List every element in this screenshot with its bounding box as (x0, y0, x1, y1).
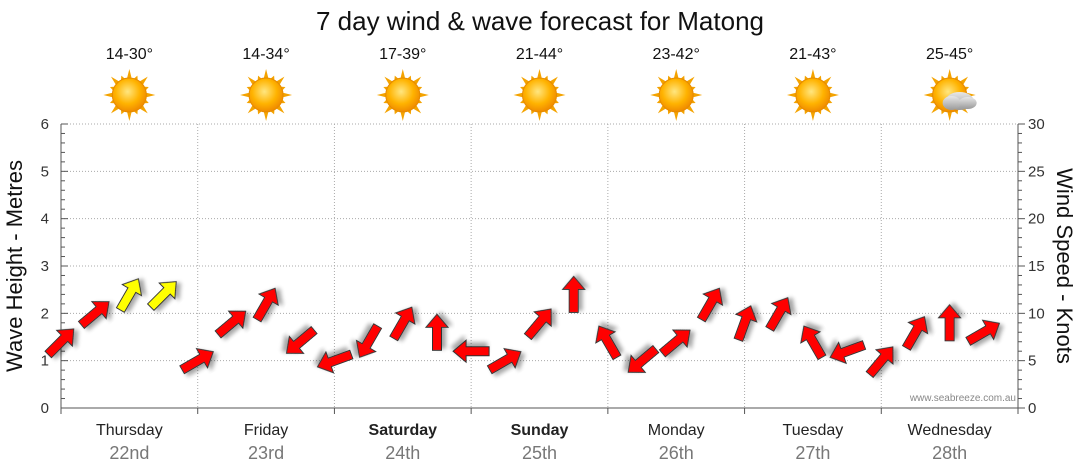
day-axis: Thursday 22nd Friday 23rd Saturday 24th Sunday… (60, 407, 1019, 463)
day-label: Tuesday (783, 422, 844, 439)
wind-arrow (424, 313, 450, 351)
sun-cloud-icon (923, 69, 977, 121)
temperature-label: 17-39° (379, 46, 426, 63)
right-axis-title: Wind Speed - Knots (1052, 168, 1077, 364)
right-axis-tick-label: 10 (1028, 305, 1045, 322)
wind-arrow (800, 325, 827, 361)
date-label: 24th (385, 443, 420, 463)
wind-arrow (452, 339, 490, 364)
date-label: 26th (659, 443, 694, 463)
wind-arrow (696, 287, 724, 323)
temperature-label: 21-44° (516, 46, 563, 63)
wind-arrow (965, 319, 1001, 346)
wind-arrow (115, 278, 143, 313)
wind-arrow (146, 281, 177, 312)
wind-arrow (765, 297, 792, 332)
wind-arrow (44, 328, 75, 359)
wind-arrow (214, 310, 247, 339)
wind-arrow (285, 325, 318, 354)
sun-icon (650, 69, 703, 121)
right-axis-tick-label: 30 (1028, 116, 1045, 133)
left-axis-tick-label: 6 (41, 116, 49, 133)
wind-arrow (252, 287, 279, 323)
day-label: Monday (648, 422, 705, 439)
weather-icons (103, 69, 977, 121)
right-axis-tick-label: 0 (1028, 400, 1036, 417)
wind-arrow (179, 347, 214, 375)
sun-icon (376, 69, 429, 121)
left-axis-tick-label: 2 (41, 305, 49, 322)
wind-arrow (355, 323, 383, 358)
sun-icon (786, 69, 839, 121)
date-label: 28th (932, 443, 967, 463)
wind-arrow (316, 349, 354, 374)
left-axis-tick-label: 4 (41, 211, 49, 228)
day-label: Wednesday (908, 422, 992, 439)
wind-arrow (627, 344, 660, 373)
temperature-label: 21-43° (789, 46, 836, 63)
sun-icon (513, 69, 566, 121)
date-label: 25th (522, 443, 557, 463)
day-label: Saturday (369, 422, 438, 439)
sun-icon (240, 69, 293, 121)
right-axis: 0 5 10 15 20 25 30 (1017, 116, 1045, 417)
wind-arrow (865, 346, 894, 379)
day-label: Friday (244, 422, 288, 439)
left-axis-tick-label: 5 (41, 163, 49, 180)
wind-arrow (486, 347, 522, 375)
right-axis-tick-label: 15 (1028, 258, 1045, 275)
wind-arrow (77, 301, 110, 330)
wind-arrow (658, 329, 691, 358)
left-axis-title: Wave Height - Metres (2, 160, 27, 372)
chart-title: 7 day wind & wave forecast for Matong (316, 6, 764, 36)
date-label: 27th (795, 443, 830, 463)
right-axis-tick-label: 5 (1028, 353, 1036, 370)
left-axis-tick-label: 0 (41, 400, 49, 417)
right-axis-tick-label: 25 (1028, 163, 1045, 180)
wind-arrow (523, 308, 552, 341)
day-label: Sunday (511, 422, 569, 439)
temperature-label: 23-42° (653, 46, 700, 63)
grid-lines (61, 123, 1018, 408)
temperature-row: 14-30° 14-34° 17-39° 21-44° 23-42° 21-43° 25-4… (106, 46, 974, 63)
left-axis-tick-label: 3 (41, 258, 49, 275)
wind-arrow (389, 306, 416, 342)
left-axis: 0 1 2 3 4 5 6 (41, 116, 68, 417)
wind-arrow (595, 325, 622, 361)
temperature-label: 25-45° (926, 46, 973, 63)
wind-arrows (44, 275, 1001, 379)
date-label: 23rd (248, 443, 284, 463)
temperature-label: 14-34° (242, 46, 289, 63)
credit-text: www.seabreeze.com.au (909, 393, 1016, 404)
wind-arrow (829, 340, 867, 365)
wind-arrow (937, 304, 962, 342)
date-label: 22nd (109, 443, 149, 463)
day-label: Thursday (96, 422, 163, 439)
right-axis-tick-label: 20 (1028, 211, 1045, 228)
wind-arrow (561, 275, 586, 313)
left-axis-tick-label: 1 (41, 353, 49, 370)
wind-arrow (733, 305, 758, 342)
wind-arrow (901, 316, 929, 351)
sun-icon (103, 69, 156, 121)
temperature-label: 14-30° (106, 46, 153, 63)
